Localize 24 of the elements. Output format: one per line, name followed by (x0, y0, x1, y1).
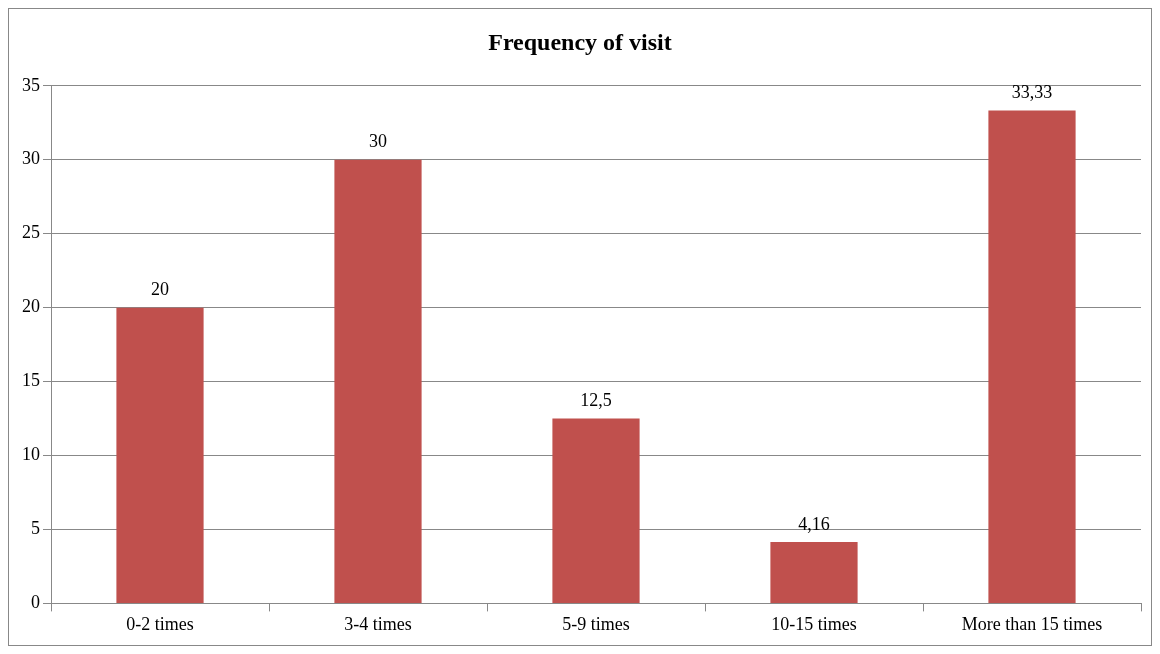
x-tick-label: 10-15 times (771, 613, 857, 634)
y-tick-label: 15 (22, 370, 40, 391)
data-label: 12,5 (580, 390, 612, 411)
x-tick-label: 5-9 times (562, 613, 630, 634)
bar (552, 418, 640, 603)
y-tick-label: 35 (22, 74, 40, 95)
chart-title: Frequency of visit (488, 28, 672, 55)
x-tick-label: 3-4 times (344, 613, 412, 634)
bar (988, 110, 1076, 603)
x-tick-label: 0-2 times (126, 613, 194, 634)
data-label: 33,33 (1011, 82, 1053, 103)
bar (770, 541, 858, 603)
x-tick-label: More than 15 times (961, 613, 1103, 634)
y-tick-label: 20 (22, 296, 40, 317)
data-label: 30 (369, 131, 387, 152)
y-tick-label: 10 (22, 444, 40, 465)
bar (334, 159, 422, 603)
data-label: 20 (151, 279, 169, 300)
y-tick-label: 0 (31, 592, 40, 613)
data-label: 4,16 (798, 513, 830, 534)
y-tick-label: 25 (22, 222, 40, 243)
y-tick-label: 5 (31, 518, 40, 539)
bar (116, 307, 204, 603)
y-tick-label: 30 (22, 148, 40, 169)
